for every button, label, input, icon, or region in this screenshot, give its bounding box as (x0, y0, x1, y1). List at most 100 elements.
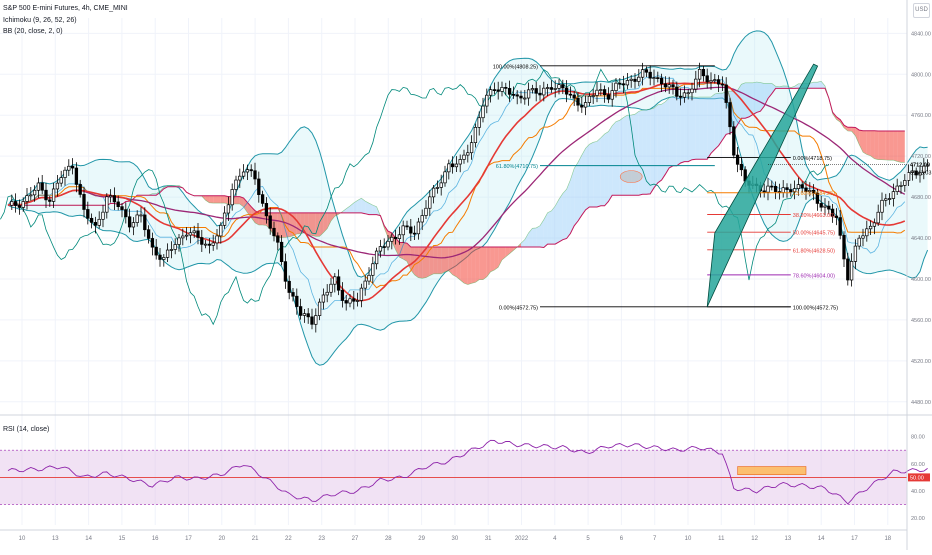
candle-body (634, 79, 637, 81)
time-tick-label: 5 (586, 536, 590, 542)
cloud-segment (669, 96, 673, 168)
candle-body (296, 296, 299, 306)
candle-body (239, 176, 242, 180)
candle-body (372, 264, 375, 276)
candle-body (896, 186, 899, 192)
price-tick-label: 4680.00 (911, 195, 931, 201)
cloud-segment (673, 95, 677, 166)
time-tick-label: 14 (85, 536, 92, 542)
time-tick-label: 14 (818, 536, 825, 542)
time-tick-label: 22 (285, 536, 292, 542)
candle-body (763, 191, 766, 192)
candle-body (197, 231, 200, 238)
candle-body (824, 206, 827, 207)
cloud-segment (582, 148, 586, 215)
cloud-segment (563, 189, 567, 240)
candle-body (516, 95, 519, 96)
cloud-segment (221, 196, 225, 203)
candle-body (246, 170, 249, 172)
candle-body (489, 90, 492, 96)
cloud-segment (278, 213, 282, 238)
candle-body (90, 218, 93, 222)
candle-body (486, 95, 489, 106)
cloud-segment (867, 131, 871, 156)
candle-body (265, 203, 268, 215)
currency-badge[interactable]: USD (913, 3, 930, 18)
time-tick-label: 12 (751, 536, 758, 542)
candle-body (619, 83, 622, 84)
candle-body (212, 243, 215, 245)
candle-body (334, 277, 337, 284)
cloud-segment (882, 131, 886, 160)
candle-body (216, 236, 219, 243)
candle-body (717, 80, 720, 84)
candle-body (155, 247, 158, 255)
cloud-segment (848, 127, 852, 131)
cloud-segment (403, 243, 407, 262)
fib-lower-label: 78.60%(4604.00) (793, 273, 835, 279)
candle-body (242, 172, 245, 176)
time-tick-label: 18 (884, 536, 891, 542)
fib-lower-label: 0.00%(4718.75) (793, 156, 832, 162)
cloud-segment (601, 134, 605, 206)
cloud-segment (532, 228, 536, 247)
candle-body (375, 251, 378, 264)
countdown-label: 01:43:03 (910, 170, 931, 176)
candle-body (22, 202, 25, 208)
candle-body (345, 300, 348, 303)
ichimoku-legend[interactable]: Ichimoku (9, 26, 52, 26) (3, 16, 77, 26)
candle-body (231, 190, 234, 205)
cloud-segment (700, 97, 704, 159)
candle-body (611, 91, 614, 100)
cloud-segment (650, 108, 654, 194)
candle-body (33, 190, 36, 195)
cloud-segment (536, 226, 540, 247)
candle-body (391, 237, 394, 241)
time-tick-label: 21 (252, 536, 259, 542)
candle-body (866, 229, 869, 236)
candle-body (520, 96, 523, 98)
candle-body (736, 155, 739, 164)
cloud-segment (643, 110, 647, 194)
candle-body (592, 96, 595, 97)
candle-body (204, 244, 207, 245)
symbol-legend[interactable]: S&P 500 E-mini Futures, 4h, CME_MINI (3, 4, 128, 14)
candle-body (524, 98, 527, 99)
candle-body (676, 87, 679, 96)
candle-body (261, 195, 264, 204)
cloud-segment (209, 196, 213, 203)
candle-body (30, 195, 33, 196)
candle-body (98, 219, 101, 225)
time-tick-label: 23 (318, 536, 325, 542)
bb-legend[interactable]: BB (20, close, 2, 0) (3, 27, 63, 37)
candle-body (531, 89, 534, 90)
candle-body (106, 197, 109, 212)
cloud-segment (437, 247, 441, 274)
candle-body (14, 201, 17, 205)
cloud-segment (540, 220, 544, 248)
cloud-segment (616, 120, 620, 195)
candle-body (425, 208, 428, 215)
candle-body (710, 80, 713, 82)
cloud-segment (897, 131, 901, 162)
candle-body (455, 164, 458, 167)
candle-body (527, 90, 530, 98)
candle-body (322, 295, 325, 302)
candle-body (52, 189, 55, 201)
candle-body (303, 314, 306, 316)
rsi-legend[interactable]: RSI (14, close) (3, 425, 49, 435)
cloud-segment (871, 131, 875, 159)
candle-body (60, 178, 63, 184)
candle-body (440, 183, 443, 188)
candle-body (368, 275, 371, 281)
cloud-segment (449, 247, 453, 275)
candle-body (18, 206, 21, 208)
rsi-tick-label: 40.00 (911, 489, 925, 495)
candle-body (277, 236, 280, 242)
candle-body (201, 237, 204, 244)
candle-body (56, 183, 59, 189)
candle-body (87, 209, 90, 218)
cloud-segment (627, 115, 631, 195)
